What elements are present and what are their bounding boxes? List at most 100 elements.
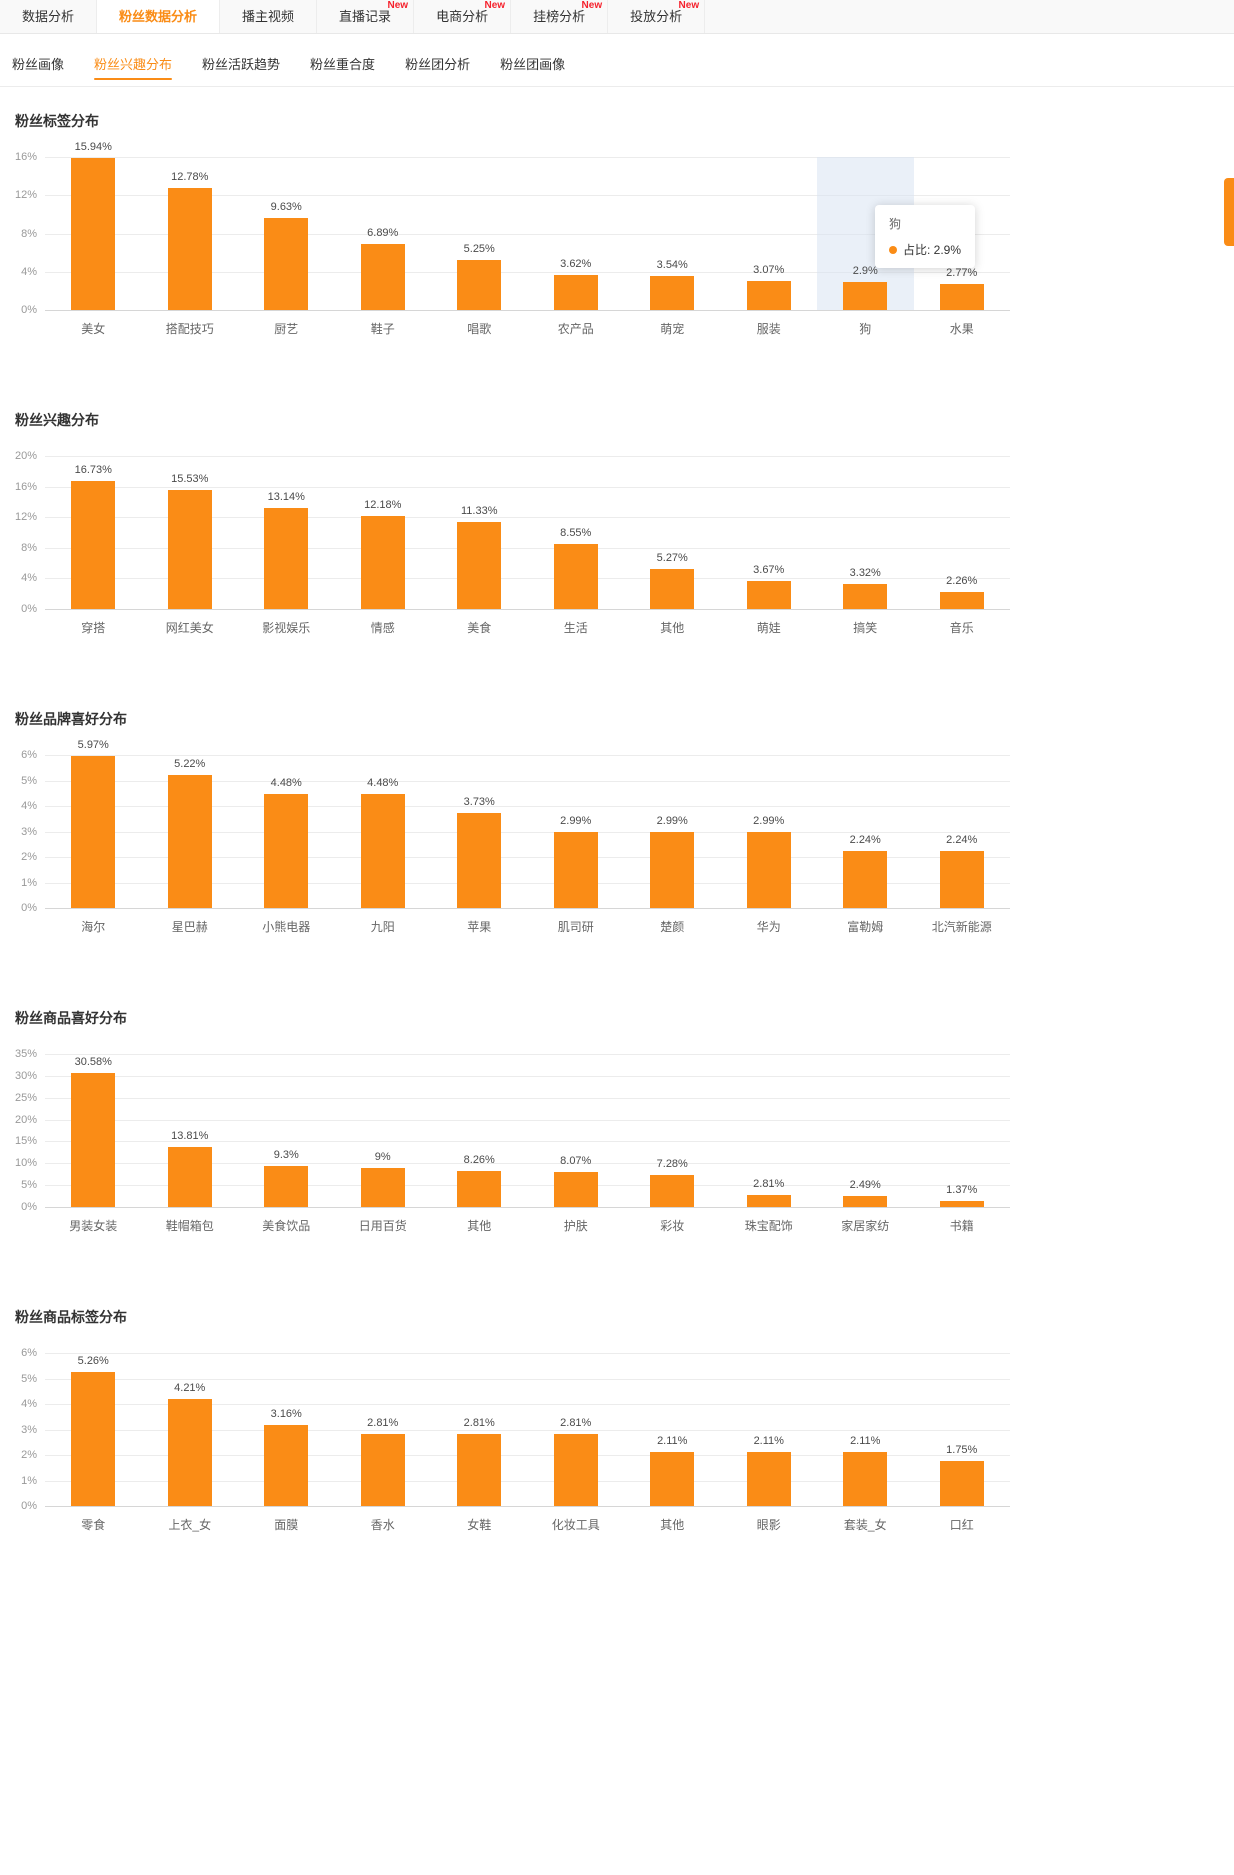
- bar[interactable]: [264, 217, 309, 310]
- bar-slot: 5.97% 海尔: [45, 739, 142, 934]
- y-axis-tick: 5%: [21, 774, 37, 787]
- sub-tab-4[interactable]: 粉丝团分析: [405, 57, 471, 72]
- bar[interactable]: [360, 1167, 405, 1207]
- sub-tab-1[interactable]: 粉丝兴趣分布: [94, 54, 173, 86]
- bar[interactable]: [167, 490, 212, 609]
- bar[interactable]: [843, 1452, 888, 1506]
- bar[interactable]: [746, 580, 791, 609]
- side-panel-button[interactable]: [1224, 178, 1234, 246]
- gridline: [45, 1075, 1010, 1077]
- bar-value-label: 6.89%: [367, 227, 399, 240]
- bar-value-label: 12.78%: [171, 170, 209, 183]
- bar[interactable]: [457, 259, 502, 310]
- bar[interactable]: [360, 1434, 405, 1506]
- top-tab-5[interactable]: 挂榜分析 New: [511, 0, 609, 33]
- bar[interactable]: [553, 543, 598, 609]
- category-label: 生活: [563, 621, 588, 635]
- bar[interactable]: [939, 283, 984, 310]
- bar[interactable]: [167, 187, 212, 310]
- category-label: 其他: [467, 1219, 492, 1233]
- bar[interactable]: [71, 1371, 116, 1506]
- bar[interactable]: [167, 774, 212, 908]
- bar[interactable]: [650, 276, 695, 310]
- gridline: [45, 310, 1010, 311]
- bar[interactable]: [167, 1146, 212, 1207]
- category-label: 服装: [756, 322, 781, 336]
- bar[interactable]: [843, 850, 888, 908]
- bar-value-label: 8.07%: [560, 1154, 592, 1167]
- chart-plot: 0% 4% 8% 12% 16% 15.94% 美女 12.78% 搭配技巧 9.63% 厨艺 6.8…: [15, 141, 1010, 336]
- bar[interactable]: [71, 755, 116, 908]
- bar[interactable]: [939, 850, 984, 908]
- y-axis-tick: 0%: [21, 1500, 37, 1512]
- bar[interactable]: [650, 1175, 695, 1207]
- category-label: 美食饮品: [262, 1219, 311, 1233]
- bar-value-label: 5.26%: [77, 1354, 109, 1367]
- bar[interactable]: [264, 793, 309, 908]
- category-label: 华为: [756, 920, 781, 934]
- bar[interactable]: [843, 282, 888, 310]
- bar[interactable]: [650, 568, 695, 609]
- bar-slot: 2.99% 华为: [721, 755, 818, 934]
- bar[interactable]: [457, 1170, 502, 1207]
- bar[interactable]: [746, 1452, 791, 1506]
- bar[interactable]: [746, 831, 791, 908]
- top-tab-4[interactable]: 电商分析 New: [414, 0, 512, 33]
- bar[interactable]: [360, 793, 405, 908]
- bar-value-label: 3.16%: [270, 1408, 302, 1421]
- sub-tab-3[interactable]: 粉丝重合度: [310, 57, 376, 72]
- bar-slot: 6.89% 鞋子: [335, 157, 432, 336]
- bar[interactable]: [939, 1201, 984, 1207]
- sub-tab-2[interactable]: 粉丝活跃趋势: [202, 57, 281, 72]
- category-label: 穿搭: [81, 621, 106, 635]
- bar[interactable]: [360, 244, 405, 310]
- bar[interactable]: [264, 1425, 309, 1506]
- top-tab-1[interactable]: 粉丝数据分析: [97, 0, 221, 33]
- top-tab-label: 播主视频: [242, 9, 295, 24]
- top-tab-6[interactable]: 投放分析 New: [608, 0, 706, 33]
- category-label: 萌娃: [756, 621, 781, 635]
- top-tab-2[interactable]: 播主视频: [220, 0, 318, 33]
- bar[interactable]: [264, 1166, 309, 1207]
- bar-value-label: 2.81%: [560, 1417, 592, 1430]
- bar[interactable]: [746, 280, 791, 310]
- gridline: [45, 456, 1010, 457]
- bar-slot: 7.28% 彩妆: [624, 1054, 721, 1233]
- bar[interactable]: [457, 522, 502, 609]
- bar[interactable]: [360, 515, 405, 609]
- y-axis-tick: 6%: [21, 749, 37, 761]
- bar[interactable]: [553, 1434, 598, 1506]
- bar[interactable]: [843, 1196, 888, 1207]
- chart-section-0: 粉丝标签分布 0% 4% 8% 12% 16% 15.94% 美女 12.78% 搭配技巧 9.63…: [15, 111, 1219, 336]
- bar-value-label: 9.63%: [270, 200, 302, 213]
- bar[interactable]: [264, 508, 309, 609]
- bar[interactable]: [71, 1073, 116, 1207]
- bar[interactable]: [843, 583, 888, 609]
- sub-tab-5[interactable]: 粉丝团画像: [500, 57, 566, 72]
- category-label: 唱歌: [467, 322, 492, 336]
- y-axis-tick: 3%: [21, 1423, 37, 1436]
- bar[interactable]: [553, 1171, 598, 1207]
- bar[interactable]: [939, 1461, 984, 1506]
- bar[interactable]: [71, 157, 116, 310]
- bar-value-label: 2.49%: [849, 1179, 881, 1192]
- sub-tab-0[interactable]: 粉丝画像: [12, 57, 65, 72]
- bar-slot: 2.11% 套装_女: [817, 1353, 914, 1532]
- bar[interactable]: [939, 591, 984, 609]
- bar-slot: 8.26% 其他: [431, 1054, 528, 1233]
- bar[interactable]: [553, 831, 598, 908]
- gridline: [45, 1480, 1010, 1482]
- bar[interactable]: [457, 1434, 502, 1506]
- bar[interactable]: [553, 275, 598, 310]
- bar[interactable]: [650, 1452, 695, 1506]
- top-tab-3[interactable]: 直播记录 New: [317, 0, 415, 33]
- bar-value-label: 3.07%: [753, 263, 785, 276]
- bar-value-label: 2.11%: [657, 1435, 688, 1448]
- bar-value-label: 2.99%: [656, 814, 688, 827]
- bar[interactable]: [457, 812, 502, 908]
- bar[interactable]: [167, 1398, 212, 1506]
- bar[interactable]: [746, 1194, 791, 1207]
- top-tab-0[interactable]: 数据分析: [0, 0, 98, 33]
- bar[interactable]: [71, 481, 116, 609]
- bar[interactable]: [650, 831, 695, 908]
